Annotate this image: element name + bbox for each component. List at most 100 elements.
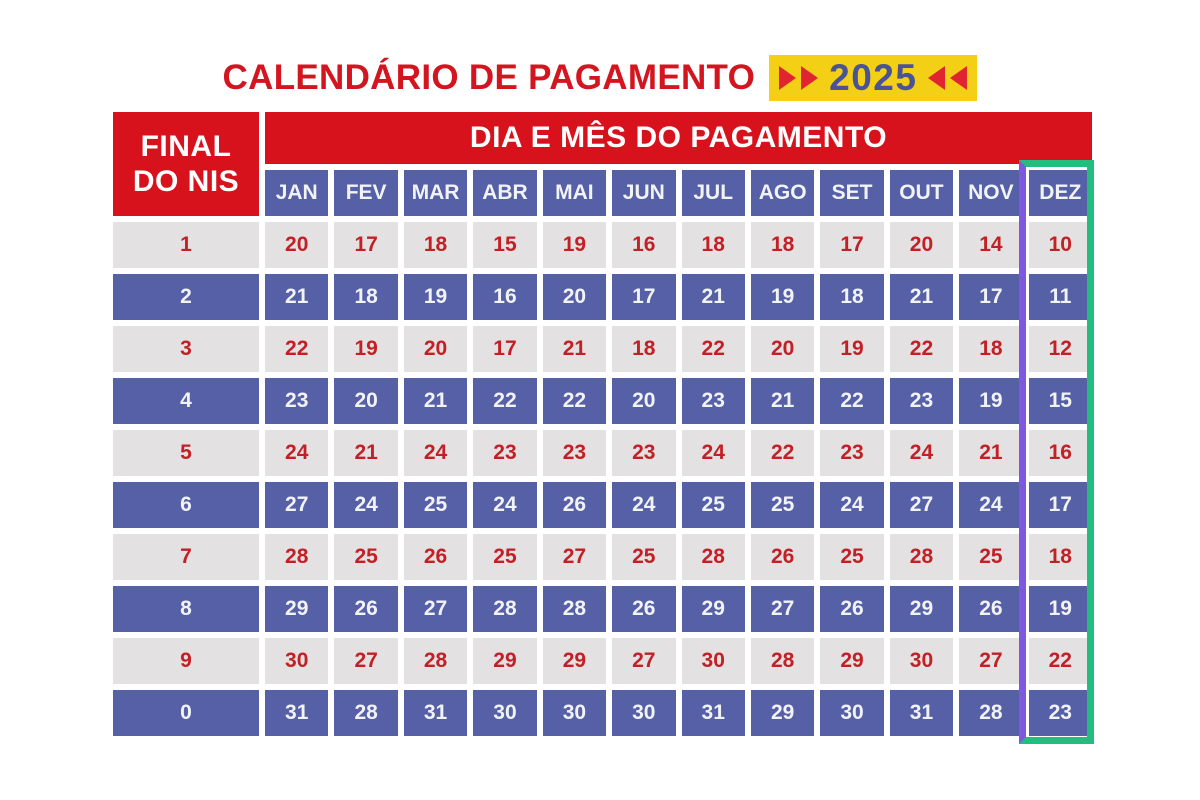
final-do-nis-header: FINAL DO NIS	[113, 112, 259, 216]
day-cell-mar-nis-4: 21	[403, 378, 468, 424]
day-cell-mai-nis-1: 19	[542, 222, 607, 268]
final-do-nis-line2: DO NIS	[132, 165, 240, 198]
payment-calendar-table: FINAL DO NIS DIA E MÊS DO PAGAMENTO JAN F…	[113, 112, 1094, 744]
day-cell-dez-nis-9: 22	[1028, 638, 1092, 684]
day-cell-jan-nis-7: 28	[265, 534, 329, 580]
day-cell-out-nis-4: 23	[889, 378, 954, 424]
day-cell-jan-nis-2: 21	[265, 274, 329, 320]
day-cell-ago-nis-5: 22	[750, 430, 815, 476]
day-cell-set-nis-6: 24	[820, 482, 884, 528]
day-cell-jul-nis-3: 22	[681, 326, 745, 372]
day-cell-jul-nis-8: 29	[681, 586, 745, 632]
day-cell-nov-nis-8: 26	[959, 586, 1023, 632]
day-cell-mai-nis-4: 22	[542, 378, 607, 424]
day-cell-jul-nis-9: 30	[681, 638, 745, 684]
day-cell-set-nis-1: 17	[820, 222, 884, 268]
chevron-left-icon-2	[950, 66, 968, 90]
day-cell-mar-nis-6: 25	[403, 482, 468, 528]
day-cell-mar-nis-5: 24	[403, 430, 468, 476]
day-cell-ago-nis-3: 20	[750, 326, 815, 372]
day-cell-set-nis-4: 22	[820, 378, 884, 424]
day-cell-fev-nis-8: 26	[334, 586, 398, 632]
page-title-row: CALENDÁRIO DE PAGAMENTO 2025	[0, 55, 1200, 101]
day-cell-fev-nis-7: 25	[334, 534, 398, 580]
day-cell-mai-nis-9: 29	[542, 638, 607, 684]
day-cell-mai-nis-8: 28	[542, 586, 607, 632]
day-cell-jul-nis-0: 31	[681, 690, 745, 736]
day-cell-abr-nis-8: 28	[473, 586, 537, 632]
day-cell-jan-nis-9: 30	[265, 638, 329, 684]
day-cell-set-nis-7: 25	[820, 534, 884, 580]
day-cell-abr-nis-1: 15	[473, 222, 537, 268]
month-header-fev: FEV	[334, 170, 398, 216]
day-cell-jun-nis-1: 16	[612, 222, 676, 268]
day-cell-nov-nis-4: 19	[959, 378, 1023, 424]
day-cell-nov-nis-0: 28	[959, 690, 1023, 736]
day-cell-nov-nis-1: 14	[959, 222, 1023, 268]
day-cell-abr-nis-4: 22	[473, 378, 537, 424]
day-cell-jan-nis-6: 27	[265, 482, 329, 528]
day-cell-out-nis-8: 29	[889, 586, 954, 632]
day-cell-nov-nis-3: 18	[959, 326, 1023, 372]
day-cell-mar-nis-1: 18	[403, 222, 468, 268]
month-header-ago: AGO	[750, 170, 815, 216]
day-cell-mai-nis-5: 23	[542, 430, 607, 476]
day-cell-ago-nis-1: 18	[750, 222, 815, 268]
day-cell-fev-nis-9: 27	[334, 638, 398, 684]
day-cell-nov-nis-6: 24	[959, 482, 1023, 528]
day-cell-abr-nis-9: 29	[473, 638, 537, 684]
chevron-right-icon-2	[801, 66, 819, 90]
day-cell-mai-nis-0: 30	[542, 690, 607, 736]
nis-final-8: 8	[113, 586, 259, 632]
day-cell-jun-nis-3: 18	[612, 326, 676, 372]
nis-final-7: 7	[113, 534, 259, 580]
month-header-abr: ABR	[473, 170, 537, 216]
day-cell-dez-nis-5: 16	[1028, 430, 1092, 476]
day-cell-set-nis-3: 19	[820, 326, 884, 372]
day-cell-out-nis-2: 21	[889, 274, 954, 320]
day-cell-mar-nis-2: 19	[403, 274, 468, 320]
day-cell-abr-nis-6: 24	[473, 482, 537, 528]
month-header-jun: JUN	[612, 170, 676, 216]
day-cell-jun-nis-8: 26	[612, 586, 676, 632]
day-cell-ago-nis-8: 27	[750, 586, 815, 632]
day-cell-mai-nis-2: 20	[542, 274, 607, 320]
day-cell-fev-nis-2: 18	[334, 274, 398, 320]
month-header-set: SET	[820, 170, 884, 216]
month-header-jul: JUL	[681, 170, 745, 216]
day-cell-jun-nis-0: 30	[612, 690, 676, 736]
day-cell-fev-nis-3: 19	[334, 326, 398, 372]
day-cell-mai-nis-3: 21	[542, 326, 607, 372]
day-cell-dez-nis-0: 23	[1028, 690, 1092, 736]
chevron-right-icon-1	[779, 66, 797, 90]
day-cell-mar-nis-3: 20	[403, 326, 468, 372]
day-cell-abr-nis-0: 30	[473, 690, 537, 736]
day-cell-jan-nis-8: 29	[265, 586, 329, 632]
day-cell-out-nis-0: 31	[889, 690, 954, 736]
day-cell-jul-nis-4: 23	[681, 378, 745, 424]
day-cell-dez-nis-4: 15	[1028, 378, 1092, 424]
day-cell-dez-nis-1: 10	[1028, 222, 1092, 268]
nis-final-1: 1	[113, 222, 259, 268]
nis-final-2: 2	[113, 274, 259, 320]
month-header-nov: NOV	[959, 170, 1023, 216]
day-cell-jul-nis-7: 28	[681, 534, 745, 580]
day-cell-abr-nis-2: 16	[473, 274, 537, 320]
day-cell-nov-nis-9: 27	[959, 638, 1023, 684]
day-cell-jan-nis-1: 20	[265, 222, 329, 268]
day-cell-out-nis-6: 27	[889, 482, 954, 528]
day-cell-jun-nis-2: 17	[612, 274, 676, 320]
day-cell-ago-nis-6: 25	[750, 482, 815, 528]
day-cell-jun-nis-6: 24	[612, 482, 676, 528]
day-cell-set-nis-5: 23	[820, 430, 884, 476]
day-cell-out-nis-1: 20	[889, 222, 954, 268]
nis-final-9: 9	[113, 638, 259, 684]
month-header-mai: MAI	[542, 170, 607, 216]
page-title: CALENDÁRIO DE PAGAMENTO	[222, 58, 756, 97]
day-cell-jul-nis-6: 25	[681, 482, 745, 528]
day-cell-jul-nis-5: 24	[681, 430, 745, 476]
day-cell-set-nis-0: 30	[820, 690, 884, 736]
day-cell-dez-nis-7: 18	[1028, 534, 1092, 580]
day-cell-set-nis-8: 26	[820, 586, 884, 632]
day-cell-jan-nis-0: 31	[265, 690, 329, 736]
